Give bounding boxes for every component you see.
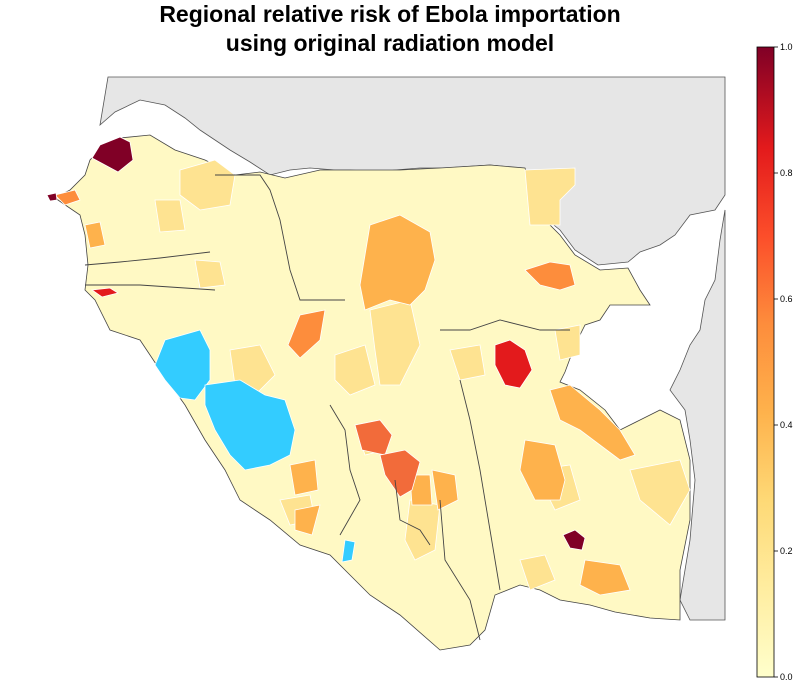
region-center-south-1 [519,439,566,501]
region-south-3 [409,474,433,506]
region-east-med-2 [554,324,581,361]
region-west-2 [294,504,321,536]
region-southeast-med-1 [629,459,691,526]
legend-tick-label: 0.8 [780,168,793,178]
region-south-high [562,529,586,551]
region-senegal-north [91,136,134,173]
map-title-line-1: Regional relative risk of Ebola importat… [159,1,621,27]
border-mali-west [215,174,345,301]
outside-region-north [99,76,726,266]
region-south-2 [579,559,631,596]
region-north-med-1 [179,159,236,211]
region-mali-south-1 [287,309,326,359]
legend-ticks: 1.0 0.8 0.6 0.4 0.2 0.0 [774,42,793,682]
region-south-4 [431,469,459,511]
source-region-liberia-coast [341,539,356,563]
legend-colorbar [756,46,775,678]
region-north-med-3 [194,259,226,289]
border-ghana-togo [394,479,431,546]
border-senegal-gambia [84,251,216,291]
outside-region-east [669,209,726,621]
legend-tick-label: 0.0 [780,672,793,682]
source-country-regions [154,329,356,563]
region-central-african-west [494,339,533,389]
legend-tick-label: 1.0 [780,42,793,52]
legend-tick-label: 0.2 [780,546,793,556]
region-north-east [524,261,576,291]
region-center-med-2 [334,344,376,396]
region-gambia-east [90,287,120,298]
region-east-med-1 [524,167,576,226]
region-south-med-2 [404,499,441,561]
region-chad-west [549,384,636,461]
region-ghana-1 [379,449,421,498]
source-region-guinea [154,329,211,401]
legend-tick-label: 0.6 [780,294,793,304]
legend-tick-label: 0.4 [780,420,793,430]
country-borders [84,174,570,641]
region-west-1 [289,459,319,496]
high-risk-regions [90,287,533,389]
map-title: Regional relative risk of Ebola importat… [40,0,740,58]
red-orange-risk-regions [354,419,421,498]
region-north-med-2 [154,199,186,233]
very-high-risk-regions [46,136,586,551]
border-niger-nigeria [440,319,570,331]
border-south-1 [439,499,481,641]
region-ivory-1 [354,419,393,456]
region-dakar-south [84,221,106,249]
orange-risk-regions [84,214,636,596]
dark-orange-risk-regions [54,189,576,359]
border-nigeria-cameroon [459,379,501,591]
region-center-med-4 [449,344,486,381]
source-region-sierra-leone [204,379,296,471]
region-niger-north [359,214,436,311]
region-dakar [54,189,81,206]
border-ivory-ghana [329,404,361,536]
map-title-line-2: using original radiation model [225,30,555,56]
region-southeast-med-2 [519,554,556,591]
region-dakar-tip [46,192,58,202]
legend: 1.0 0.8 0.6 0.4 0.2 0.0 [756,42,793,682]
